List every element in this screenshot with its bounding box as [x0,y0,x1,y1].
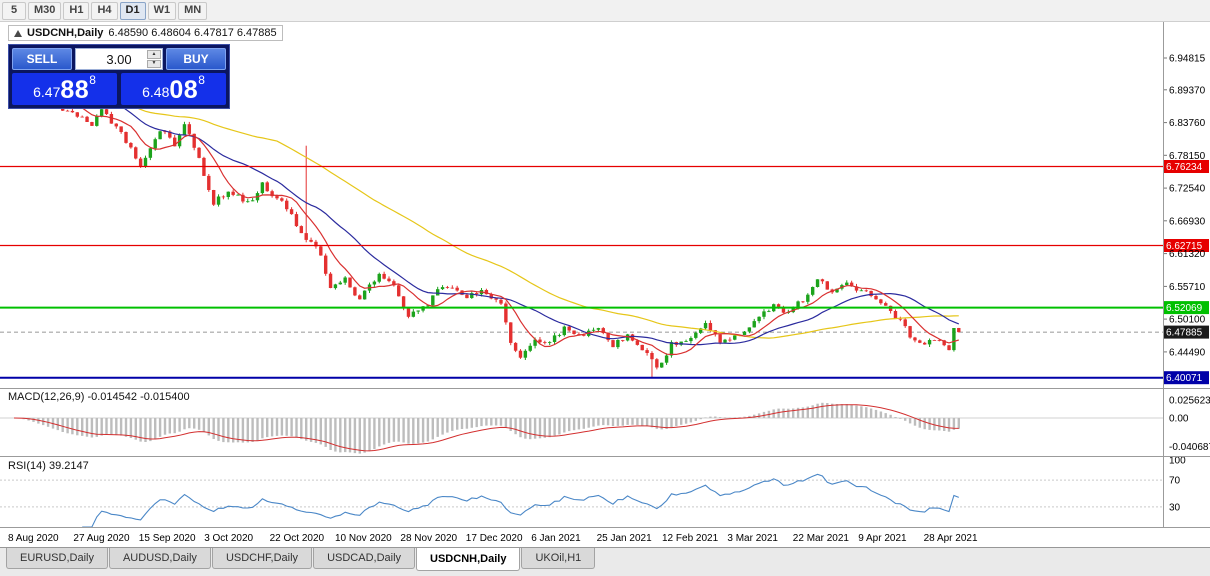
axis-price-label [1164,371,1209,385]
macd-histogram [17,402,960,454]
y-axis-tick: 6.66930 [1169,216,1206,227]
macd-label: MACD(12,26,9) -0.014542 -0.015400 [8,391,190,403]
timeframe-toolbar: 5 M30 H1 H4 D1 W1 MN [0,0,1210,22]
macd-signal-line [13,404,959,452]
rsi-axis-tick: 70 [1169,476,1181,487]
buy-price-big-figure: 6.48 [142,84,170,100]
x-axis-label: 12 Feb 2021 [662,533,719,544]
volume-field[interactable]: 3.00 ▲ ▼ [75,48,163,70]
one-click-trading-panel: SELL 3.00 ▲ ▼ BUY 6.47 88 8 6.48 08 8 [8,44,230,109]
sell-button[interactable]: SELL [12,48,72,70]
axis-price-label [1164,325,1209,339]
x-axis-label: 28 Apr 2021 [924,533,978,544]
sell-price-big-figure: 6.47 [33,84,61,100]
x-axis-label: 17 Dec 2020 [466,533,523,544]
x-axis-label: 10 Nov 2020 [335,533,392,544]
timeframe-button-5[interactable]: 5 [2,1,26,20]
timeframe-button-d1[interactable]: D1 [119,1,146,20]
tab-audusd-daily[interactable]: AUDUSD,Daily [108,548,211,569]
buy-price-display[interactable]: 6.48 08 8 [121,73,226,105]
x-axis-label: 3 Oct 2020 [204,533,253,544]
x-axis-label: 27 Aug 2020 [73,533,130,544]
x-axis-label: 22 Oct 2020 [270,533,325,544]
axis-price-label-text: 6.47885 [1166,328,1203,339]
rsi-axis-tick: 100 [1169,456,1186,467]
x-axis-label: 22 Mar 2021 [793,533,850,544]
buy-button[interactable]: BUY [166,48,226,70]
x-axis-label: 8 Aug 2020 [8,533,59,544]
y-axis-tick: 6.44490 [1169,347,1206,358]
volume-spinner: ▲ ▼ [147,50,161,68]
x-axis-label: 28 Nov 2020 [400,533,457,544]
timeframe-buttons: 5 M30 H1 H4 D1 W1 MN [2,1,208,20]
chart-icon [14,29,22,37]
volume-decrease-button[interactable]: ▼ [147,59,161,68]
y-axis-tick: 6.72540 [1169,184,1206,195]
x-axis-label: 6 Jan 2021 [531,533,581,544]
tab-usdchf-daily[interactable]: USDCHF,Daily [211,548,313,569]
x-axis-label: 9 Apr 2021 [858,533,907,544]
x-axis-label: 25 Jan 2021 [597,533,652,544]
y-axis-tick: 6.78150 [1169,151,1206,162]
y-axis-tick: 6.55710 [1169,282,1206,293]
timeframe-button-h1[interactable]: H1 [63,1,90,20]
sell-price-display[interactable]: 6.47 88 8 [12,73,117,105]
axis-price-label-text: 6.76234 [1166,162,1203,173]
tab-usdcad-daily[interactable]: USDCAD,Daily [313,548,416,569]
buy-price-pips: 08 [169,76,199,104]
symbol-period-label: USDCNH,Daily [27,27,104,39]
y-axis-tick: 6.89370 [1169,85,1206,96]
buy-price-point: 8 [198,73,205,87]
rsi-line [82,473,959,528]
y-axis-tick: 6.61320 [1169,249,1206,260]
trade-buttons-row: SELL 3.00 ▲ ▼ BUY [12,48,226,70]
tab-eurusd-daily[interactable]: EURUSD,Daily [6,548,108,569]
timeframe-button-h4[interactable]: H4 [91,1,118,20]
axis-price-label [1164,239,1209,252]
macd-axis-tick: 0.00 [1169,414,1189,425]
trade-prices-row: 6.47 88 8 6.48 08 8 [12,73,226,105]
price-chart[interactable]: 6.76234 6.62715 6.52069 6.40071 6.94815 6.893… [0,22,1210,547]
ohlc-values: 6.48590 6.48604 6.47817 6.47885 [108,27,277,39]
ma-line-55 [13,56,959,339]
y-axis-tick: 6.83760 [1169,118,1206,129]
axis-price-label-text: 6.40071 [1166,373,1203,384]
x-axis-label: 15 Sep 2020 [139,533,196,544]
chart-tab-bar: EURUSD,Daily AUDUSD,Daily USDCHF,Daily USDC… [0,547,1210,576]
macd-axis-tick: -0.040687 [1169,442,1210,453]
tab-usdcnh-daily[interactable]: USDCNH,Daily [416,548,521,571]
rsi-axis-tick: 30 [1169,502,1181,513]
axis-price-label-text: 6.52069 [1166,303,1203,314]
timeframe-button-m30[interactable]: M30 [28,1,62,20]
axis-price-label-text: 6.62715 [1166,241,1203,252]
timeframe-button-w1[interactable]: W1 [147,1,177,20]
ma-line-21 [13,56,960,346]
volume-increase-button[interactable]: ▲ [147,50,161,59]
chart-title-box: USDCNH,Daily 6.48590 6.48604 6.47817 6.4… [8,25,283,41]
macd-axis-tick: 0.025623 [1169,396,1210,407]
tab-ukoil-h1[interactable]: UKOil,H1 [521,548,596,569]
sell-price-pips: 88 [60,76,90,104]
y-axis-tick: 6.94815 [1169,54,1206,65]
y-axis-tick: 6.50100 [1169,315,1206,326]
volume-value: 3.00 [106,51,132,67]
x-axis-label: 3 Mar 2021 [727,533,778,544]
sell-price-point: 8 [89,73,96,87]
rsi-label: RSI(14) 39.2147 [8,460,89,472]
timeframe-button-mn[interactable]: MN [178,1,208,20]
axis-price-label [1164,301,1209,315]
axis-price-label [1164,160,1209,173]
